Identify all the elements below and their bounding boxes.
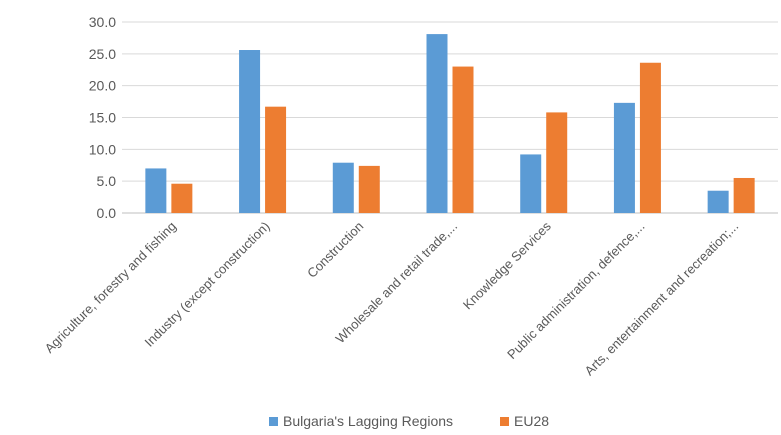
y-tick-label: 10.0 (89, 141, 116, 157)
bar-bulgaria (707, 190, 729, 213)
bar-bulgaria (239, 50, 261, 213)
bar-bulgaria (145, 168, 167, 213)
y-tick-label: 0.0 (97, 205, 117, 221)
y-tick-label: 30.0 (89, 14, 116, 30)
y-tick-label: 5.0 (97, 173, 117, 189)
bar-eu28 (733, 177, 755, 213)
bar-eu28 (452, 66, 474, 213)
bar-eu28 (546, 112, 568, 213)
bar-eu28 (265, 106, 287, 213)
gridlines (122, 21, 778, 214)
bar-bulgaria (613, 102, 635, 213)
bar-eu28 (639, 62, 661, 213)
y-tick-label: 20.0 (89, 78, 116, 94)
x-axis-labels: Agriculture, forestry and fishingIndustr… (42, 218, 742, 378)
bar-bulgaria (332, 162, 354, 213)
legend: Bulgaria's Lagging Regions EU28 (269, 413, 549, 429)
x-tick-label: Arts, entertainment and recreation;... (581, 219, 741, 379)
legend-label: EU28 (514, 413, 549, 429)
bar-bulgaria (426, 34, 448, 214)
bars (145, 34, 755, 214)
x-tick-label: Construction (304, 219, 366, 281)
legend-swatch (500, 417, 509, 426)
y-tick-label: 25.0 (89, 46, 116, 62)
bar-eu28 (358, 165, 380, 213)
bar-bulgaria (520, 154, 542, 213)
x-tick-label: Knowledge Services (460, 218, 554, 312)
legend-label: Bulgaria's Lagging Regions (283, 413, 453, 429)
bar-eu28 (171, 183, 193, 213)
y-axis-ticks: 0.0 5.0 10.0 15.0 20.0 25.0 30.0 (89, 14, 116, 221)
legend-swatch (269, 417, 278, 426)
y-tick-label: 15.0 (89, 110, 116, 126)
